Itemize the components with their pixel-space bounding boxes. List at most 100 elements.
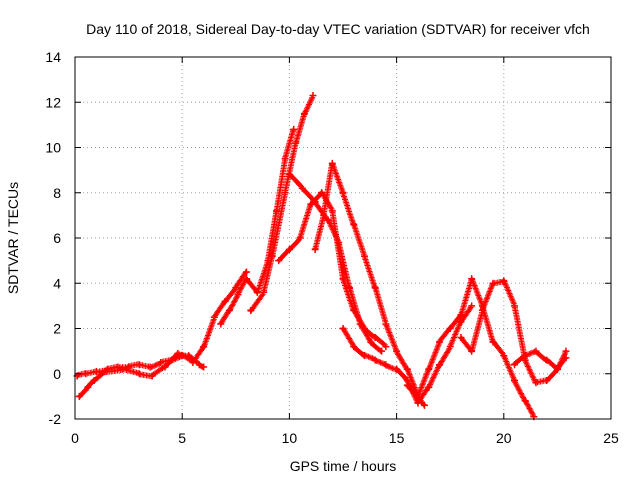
series-track — [403, 275, 538, 421]
data-point — [339, 189, 347, 197]
data-point — [146, 363, 154, 371]
data-point — [425, 365, 433, 373]
data-point — [371, 356, 379, 364]
data-point — [157, 358, 165, 366]
series-track — [217, 125, 298, 328]
data-point — [210, 313, 218, 321]
data-point — [243, 268, 251, 276]
data-point — [532, 347, 540, 355]
data-point — [281, 189, 289, 197]
data-point — [543, 356, 551, 364]
data-point — [75, 392, 83, 400]
y-axis-label: SDTVAR / TECUs — [5, 182, 21, 294]
x-tick-label: 5 — [178, 430, 186, 446]
data-point — [446, 325, 454, 332]
data-point — [275, 257, 283, 265]
data-point — [328, 207, 336, 215]
data-point — [403, 381, 411, 389]
series-track — [457, 277, 570, 387]
data-point — [521, 397, 529, 405]
series-track — [311, 159, 428, 409]
data-point — [268, 252, 276, 260]
data-point — [457, 311, 465, 319]
data-point — [478, 306, 486, 314]
data-point — [320, 211, 328, 219]
data-point — [247, 306, 255, 314]
data-point — [350, 220, 358, 228]
data-point — [367, 338, 375, 346]
data-point — [135, 370, 143, 378]
data-point — [200, 343, 208, 351]
data-point — [273, 207, 281, 215]
data-point — [339, 325, 347, 332]
data-point — [382, 320, 390, 328]
data-point — [92, 367, 100, 375]
x-tick-label: 10 — [282, 430, 298, 446]
data-point — [84, 383, 92, 391]
data-point — [468, 302, 476, 310]
data-point — [500, 352, 508, 360]
data-point — [285, 245, 293, 253]
y-tick-label: -2 — [49, 411, 62, 427]
data-point — [435, 338, 443, 346]
data-point — [148, 372, 156, 380]
data-point — [511, 361, 519, 369]
data-point — [371, 284, 379, 292]
data-point — [335, 239, 343, 247]
data-point — [161, 363, 169, 371]
data-point — [217, 320, 225, 328]
data-point — [532, 379, 540, 387]
data-point — [225, 306, 233, 314]
x-tick-label: 20 — [496, 430, 512, 446]
y-tick-label: 8 — [53, 185, 61, 201]
data-point — [468, 275, 476, 283]
data-point — [457, 334, 465, 342]
data-series — [73, 91, 570, 421]
data-point — [292, 139, 300, 147]
data-point — [553, 365, 561, 373]
data-point — [457, 318, 465, 326]
series-track — [511, 347, 570, 373]
data-point — [253, 288, 261, 296]
data-point — [378, 347, 386, 355]
data-point — [435, 361, 443, 369]
data-point — [356, 320, 364, 328]
data-point — [562, 347, 570, 355]
data-point — [221, 297, 229, 305]
series-track — [285, 170, 386, 355]
data-point — [260, 288, 268, 296]
data-point — [360, 352, 368, 360]
data-point — [414, 392, 422, 400]
x-axis-ticks: 0 5 10 15 20 25 — [71, 57, 619, 446]
data-point — [393, 365, 401, 373]
y-tick-label: 4 — [53, 275, 61, 291]
data-point — [468, 347, 476, 355]
data-point — [296, 234, 304, 242]
data-point — [298, 184, 306, 192]
data-point — [403, 365, 411, 373]
data-point — [425, 383, 433, 391]
data-point — [311, 245, 319, 253]
data-point — [234, 291, 242, 299]
data-point — [243, 275, 251, 283]
y-tick-label: 0 — [53, 366, 61, 382]
data-point — [489, 279, 497, 287]
data-point — [360, 252, 368, 260]
y-tick-label: 10 — [45, 140, 61, 156]
data-point — [382, 343, 390, 351]
data-point — [414, 399, 422, 407]
y-axis-ticks: -2 0 2 4 6 8 10 12 14 — [45, 49, 611, 427]
chart-title: Day 110 of 2018, Sidereal Day-to-day VTE… — [86, 21, 590, 37]
data-point — [393, 347, 401, 355]
data-point — [420, 401, 428, 409]
y-tick-label: 14 — [45, 49, 61, 65]
series-track — [75, 349, 208, 400]
data-point — [324, 216, 332, 224]
data-point — [281, 155, 289, 163]
data-point — [174, 349, 182, 357]
data-point — [311, 198, 319, 206]
data-point — [446, 343, 454, 351]
data-point — [195, 361, 203, 369]
data-point — [345, 284, 353, 292]
